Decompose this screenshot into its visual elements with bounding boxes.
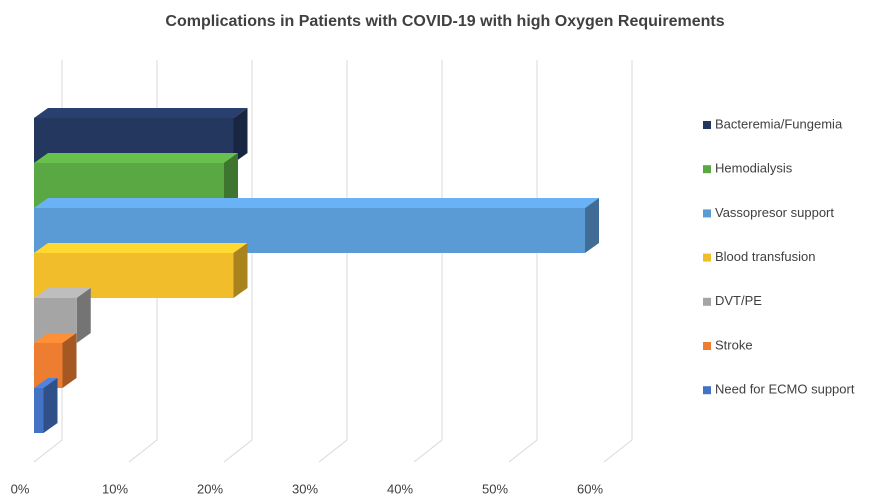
bar-top [34,108,248,118]
bar-side [62,333,77,388]
grid-line [603,60,633,463]
bar-top [34,288,91,298]
x-tick-label: 10% [102,481,128,496]
bar-side [224,153,238,208]
legend-swatch [703,209,711,218]
bar-side [76,288,91,343]
x-tick-label: 0% [11,481,30,496]
bar-top [34,153,238,163]
bar-top [34,333,77,343]
legend-label: Need for ECMO support [715,382,855,397]
legend-swatch [703,297,711,306]
bar-side [233,108,248,163]
bar-side [233,243,248,298]
x-tick-label: 30% [292,481,318,496]
grid-line [318,60,348,463]
legend-label: Hemodialysis [715,161,793,176]
bar-top [34,243,248,253]
x-tick-label: 60% [577,481,603,496]
legend-swatch [703,253,711,262]
legend-swatch [703,342,711,350]
x-tick-label: 50% [482,481,508,496]
bar [34,388,44,433]
legend-swatch [703,121,711,129]
bar-side [585,198,599,253]
legend-label: Stroke [715,337,753,352]
bar-top [34,378,58,388]
legend-label: DVT/PE [715,293,762,308]
grid-line [413,60,443,463]
grid-line [223,60,253,463]
legend-label: Bacteremia/Fungemia [715,116,843,131]
bar-side [43,378,58,433]
x-tick-label: 20% [197,481,223,496]
legend-label: Blood transfusion [715,249,815,264]
grid-line [508,60,538,463]
chart-title: Complications in Patients with COVID-19 … [165,13,724,30]
legend-swatch [703,165,711,174]
x-tick-label: 40% [387,481,413,496]
legend-swatch [703,386,711,395]
bar-top [34,198,599,208]
legend-label: Vassopresor support [715,205,834,220]
